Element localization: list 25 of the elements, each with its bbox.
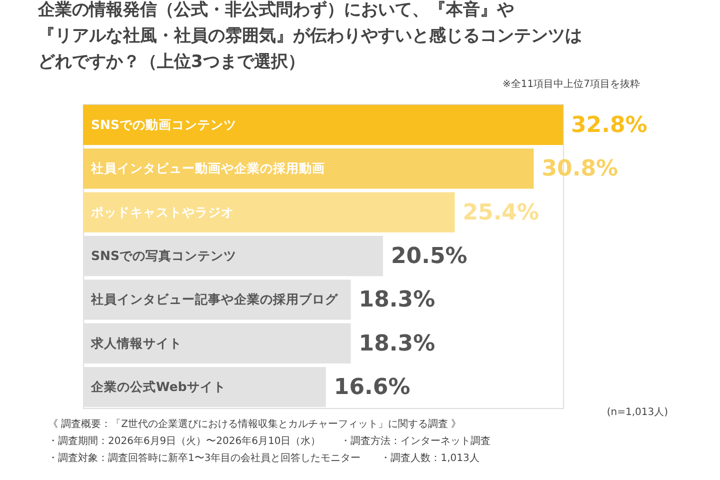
bar: [83, 192, 455, 232]
bar: [83, 148, 534, 189]
bar: [83, 104, 563, 146]
text: (n=1,013人): [606, 407, 668, 418]
text: ※全11項目中上位7項目を抜粋: [502, 78, 640, 90]
data-label: 18.3%: [358, 288, 436, 313]
text: ・調査対象：調査回答時に新卒1〜3年目の会社員と回答したモニター ・調査人数：1,013人: [48, 452, 480, 464]
text: 『リアルな社風・社員の雰囲気』が伝わりやすいと感じるコンテンツは: [38, 26, 582, 46]
data-label: 16.6%: [334, 375, 410, 400]
text: どれですか？（上位3つまで選択）: [38, 52, 305, 72]
text: 《 調査概要：「Z世代の企業選びにおける情報収集とカルチャーフィット」に関する調査 》: [48, 418, 462, 430]
data-label: 25.4%: [462, 200, 540, 226]
y-tick-label: ポッドキャストやラジオ: [90, 204, 234, 220]
y-tick-label: 社員インタビュー記事や企業の採用ブログ: [90, 292, 339, 307]
data-label: 32.8%: [571, 112, 648, 138]
data-label: 20.5%: [391, 244, 468, 269]
y-tick-label: 企業の公式Webサイト: [90, 379, 226, 394]
data-label: 30.8%: [542, 156, 618, 182]
y-tick-label: SNSでの写真コンテンツ: [91, 248, 236, 263]
text: ・調査期間：2026年6月9日（火）〜2026年6月10日（水） ・調査方法：インターネット調査: [48, 435, 491, 447]
y-tick-label: 社員インタビュー動画や企業の採用動画: [90, 160, 325, 176]
y-tick-label: 求人情報サイト: [90, 335, 182, 350]
text: 企業の情報発信（公式・非公式問わず）において、『本音』や: [38, 0, 514, 20]
data-label: 18.3%: [358, 331, 436, 356]
y-tick-label: SNSでの動画コンテンツ: [91, 116, 236, 132]
